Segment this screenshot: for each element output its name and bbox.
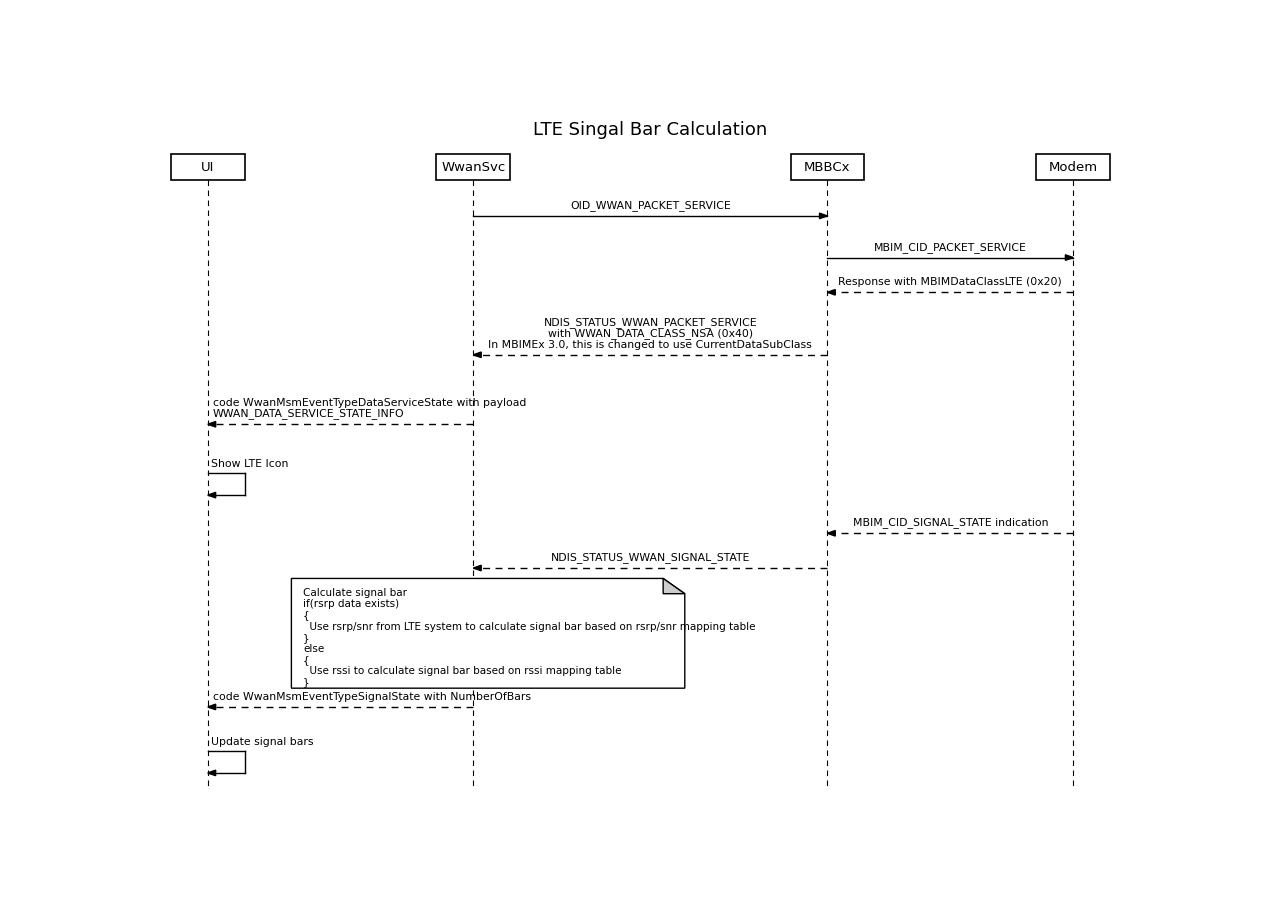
Bar: [791, 154, 864, 180]
Text: code WwanMsmEventTypeSignalState with NumberOfBars: code WwanMsmEventTypeSignalState with Nu…: [213, 692, 530, 702]
Text: {: {: [303, 655, 310, 665]
Text: Calculate signal bar: Calculate signal bar: [303, 588, 407, 598]
Polygon shape: [208, 704, 216, 710]
Text: MBIM_CID_SIGNAL_STATE indication: MBIM_CID_SIGNAL_STATE indication: [853, 518, 1048, 529]
Polygon shape: [473, 566, 481, 571]
Text: code WwanMsmEventTypeDataServiceState with payload: code WwanMsmEventTypeDataServiceState wi…: [213, 399, 527, 409]
Polygon shape: [827, 530, 835, 536]
Text: MBIM_CID_PACKET_SERVICE: MBIM_CID_PACKET_SERVICE: [874, 242, 1027, 253]
Polygon shape: [208, 770, 216, 776]
Bar: [1037, 154, 1110, 180]
Text: In MBIMEx 3.0, this is changed to use CurrentDataSubClass: In MBIMEx 3.0, this is changed to use Cu…: [489, 340, 812, 350]
Text: Update signal bars: Update signal bars: [211, 737, 313, 747]
Polygon shape: [292, 578, 685, 688]
Text: Show LTE Icon: Show LTE Icon: [211, 459, 288, 469]
Text: NDIS_STATUS_WWAN_SIGNAL_STATE: NDIS_STATUS_WWAN_SIGNAL_STATE: [551, 552, 750, 563]
Polygon shape: [820, 213, 827, 218]
Polygon shape: [1066, 254, 1074, 261]
Text: }: }: [303, 677, 310, 687]
Polygon shape: [208, 421, 216, 427]
Text: {: {: [303, 611, 310, 621]
Text: WWAN_DATA_SERVICE_STATE_INFO: WWAN_DATA_SERVICE_STATE_INFO: [213, 409, 405, 419]
Text: UI: UI: [201, 161, 214, 174]
Text: NDIS_STATUS_WWAN_PACKET_SERVICE: NDIS_STATUS_WWAN_PACKET_SERVICE: [543, 317, 758, 327]
Text: Use rssi to calculate signal bar based on rssi mapping table: Use rssi to calculate signal bar based o…: [303, 666, 622, 676]
Text: else: else: [303, 644, 325, 654]
Bar: [437, 154, 510, 180]
Text: OID_WWAN_PACKET_SERVICE: OID_WWAN_PACKET_SERVICE: [570, 200, 731, 211]
Text: if(rsrp data exists): if(rsrp data exists): [303, 599, 400, 609]
Polygon shape: [827, 290, 835, 295]
Text: with WWAN_DATA_CLASS_NSA (0x40): with WWAN_DATA_CLASS_NSA (0x40): [548, 328, 753, 339]
Text: WwanSvc: WwanSvc: [442, 161, 505, 174]
Polygon shape: [473, 352, 481, 357]
Text: MBBCx: MBBCx: [805, 161, 850, 174]
Bar: [171, 154, 245, 180]
Text: Response with MBIMDataClassLTE (0x20): Response with MBIMDataClassLTE (0x20): [839, 278, 1062, 288]
Polygon shape: [208, 492, 216, 498]
Polygon shape: [664, 578, 685, 594]
Text: Modem: Modem: [1048, 161, 1098, 174]
Text: }: }: [303, 632, 310, 642]
Text: LTE Singal Bar Calculation: LTE Singal Bar Calculation: [533, 122, 768, 140]
Text: Use rsrp/snr from LTE system to calculate signal bar based on rsrp/snr mapping t: Use rsrp/snr from LTE system to calculat…: [303, 621, 756, 631]
